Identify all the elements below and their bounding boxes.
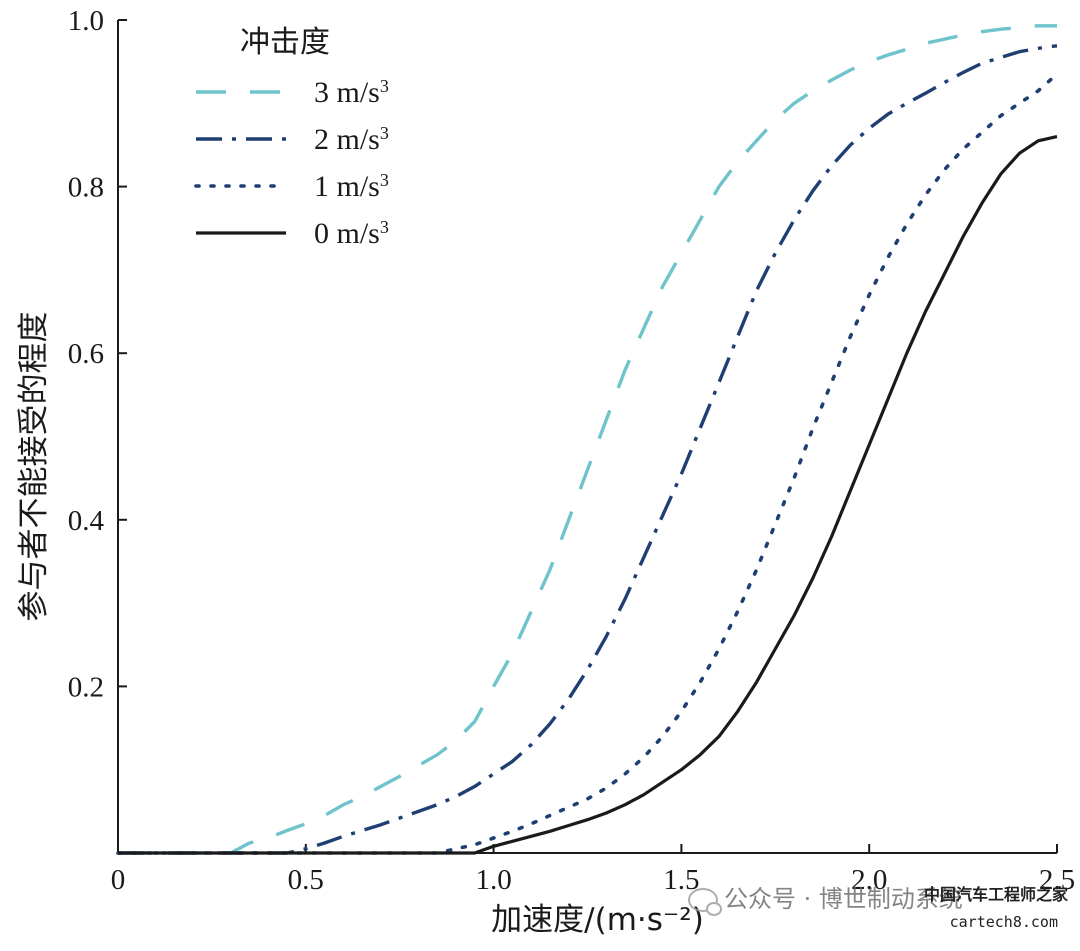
axes [117,20,1057,854]
y-tick-label: 0.8 [68,172,104,204]
y-ticks: 0.2 0.4 0.6 0.8 1.0 [68,5,127,703]
series-line-1 [118,44,1058,855]
series-line-2 [116,72,1059,855]
legend-label-2: 1 m/s3 [314,170,389,203]
y-axis-title: 参与者不能接受的程度 [16,312,52,622]
series-group [116,24,1059,855]
watermark-site-name: 中国汽车工程师之家 [923,885,1068,904]
series-line-0 [118,24,1057,855]
series-line-3 [118,135,1058,855]
watermark-account-text: 公众号 · 博世制动系统 [724,885,963,913]
y-tick-label: 0.6 [68,338,104,370]
watermark-site-url: cartech8.com [949,913,1058,931]
x-tick-label: 0.5 [288,864,324,896]
watermark-account: 公众号 · 博世制动系统 [688,879,963,916]
x-tick-label: 2.0 [851,864,887,896]
wechat-icon [688,888,722,916]
legend: 冲击度 3 m/s3 2 m/s3 1 m/s3 0 m/s3 [194,25,389,250]
x-tick-label: 2.5 [1039,864,1075,896]
legend-label-1: 2 m/s3 [314,123,389,156]
x-tick-label: 1.0 [475,864,511,896]
y-tick-label: 0.4 [68,505,105,537]
y-tick-label: 0.2 [68,671,104,703]
x-axis-title: 加速度/(m·s⁻²) [491,902,704,938]
legend-items: 3 m/s3 2 m/s3 1 m/s3 0 m/s3 [194,76,389,250]
legend-label-3: 0 m/s3 [314,217,389,250]
legend-title: 冲击度 [240,25,330,60]
y-tick-label: 1.0 [68,5,104,37]
legend-label-0: 3 m/s3 [314,76,389,109]
watermark: 公众号 · 博世制动系统 中国汽车工程师之家 cartech8.com [688,871,1068,943]
x-tick-label: 0 [111,864,126,896]
